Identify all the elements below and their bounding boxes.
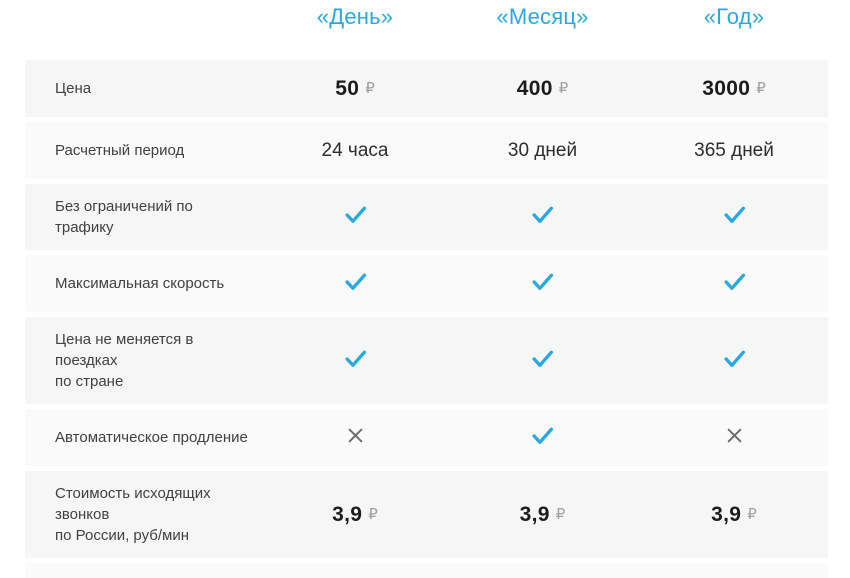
price-value: 400: [516, 76, 553, 100]
table-cell: [640, 205, 828, 229]
ruble-sign: ₽: [558, 79, 569, 97]
column-header-month[interactable]: «Месяц»: [496, 4, 589, 29]
table-row: Максимальная скорость: [25, 255, 828, 312]
table-cell: 3,9 ₽: [265, 503, 445, 527]
row-label: Максимальная скорость: [55, 275, 225, 292]
table-row: Цена не меняется в поездках по стране: [25, 317, 828, 404]
ruble-sign: ₽: [368, 505, 378, 523]
price-value: 3000: [702, 76, 751, 100]
table-cell: 30 дней: [445, 140, 640, 162]
table-cell: 400 ₽: [445, 77, 640, 101]
ruble-sign: ₽: [756, 79, 766, 97]
table-cell: [265, 349, 445, 373]
row-label: Автоматическое продление: [55, 429, 248, 446]
table-cell: [265, 272, 445, 296]
table-cell: [445, 272, 640, 296]
tariff-comparison: «День» «Месяц» «Год» Цена 50 ₽400 ₽3000 ₽ Р…: [25, 0, 828, 578]
table-row: Автоматическое продление: [25, 409, 828, 466]
row-label: Цена не меняется в поездках по стране: [55, 331, 194, 390]
table-cell: 3000 ₽: [640, 77, 828, 101]
column-header-year[interactable]: «Год»: [703, 4, 765, 29]
price-value: 3,9: [711, 502, 742, 526]
ruble-sign: ₽: [555, 505, 566, 523]
price-value: 3,9: [332, 502, 363, 526]
price-value: 50: [335, 76, 360, 100]
cross-icon: [726, 427, 743, 444]
row-label: Стоимость исходящих звонков по России, р…: [55, 485, 211, 544]
table-row: Стоимость исходящих звонков по России, р…: [25, 471, 828, 558]
table-cell: [445, 349, 640, 373]
ruble-sign: ₽: [365, 79, 375, 97]
row-label: Цена: [55, 80, 92, 97]
check-icon: [531, 205, 554, 224]
table-cell: 365 дней: [640, 140, 828, 162]
table-cell: [265, 205, 445, 229]
cell-text: 24 часа: [321, 139, 389, 161]
column-header-day[interactable]: «День»: [316, 4, 394, 29]
table-row: Без ограничений по трафику: [25, 184, 828, 250]
table-cell: 3,9 ₽: [640, 503, 828, 527]
check-icon: [344, 205, 367, 224]
table-row: Цена 50 ₽400 ₽3000 ₽: [25, 60, 828, 117]
check-icon: [723, 349, 746, 368]
check-icon: [723, 205, 746, 224]
table-row: Расчетный период 24 часа 30 дней 365 дней: [25, 122, 828, 179]
table-cell: 50 ₽: [265, 77, 445, 101]
pricing-table: Цена 50 ₽400 ₽3000 ₽ Расчетный период 24 ча…: [25, 60, 828, 578]
ruble-sign: ₽: [747, 505, 757, 523]
table-cell: [640, 349, 828, 373]
row-label: Расчетный период: [55, 142, 185, 159]
check-icon: [723, 272, 746, 291]
table-cell: [265, 427, 445, 449]
cross-icon: [347, 427, 364, 444]
table-cell: [445, 426, 640, 450]
table-cell: [640, 272, 828, 296]
cell-text: 365 дней: [694, 139, 774, 161]
table-header: «День» «Месяц» «Год»: [25, 0, 828, 34]
check-icon: [344, 272, 367, 291]
table-cell: 24 часа: [265, 140, 445, 162]
table-cell: [445, 205, 640, 229]
check-icon: [531, 272, 554, 291]
cell-text: 30 дней: [507, 139, 578, 161]
check-icon: [344, 349, 367, 368]
row-label: Без ограничений по трафику: [55, 198, 193, 236]
check-icon: [531, 349, 554, 368]
table-cell: 3,9 ₽: [445, 503, 640, 527]
table-cell: [640, 427, 828, 449]
price-value: 3,9: [519, 502, 550, 526]
table-row: Стоимость исходящих SMS/MMS по России, р…: [25, 563, 828, 578]
check-icon: [531, 426, 554, 445]
